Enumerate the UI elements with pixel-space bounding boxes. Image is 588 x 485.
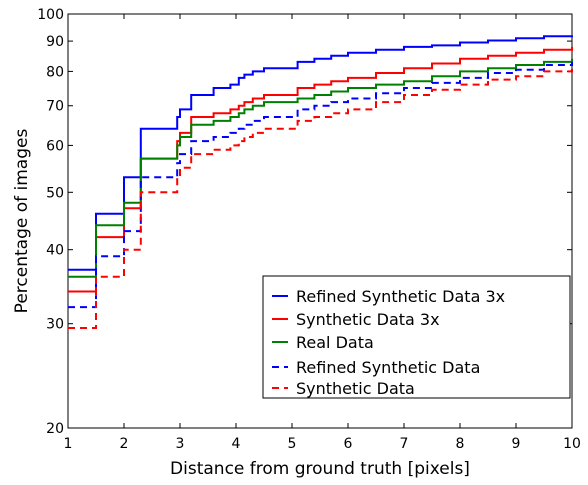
x-tick-label: 4 [232,436,241,452]
x-tick-label: 8 [456,436,465,452]
x-tick-label: 2 [120,436,129,452]
x-tick-label: 7 [400,436,409,452]
series-line-3 [68,61,573,309]
plot-area [67,13,573,429]
y-tick-label: 80 [46,64,64,80]
y-tick-label: 70 [46,99,64,115]
legend-label-0: Refined Synthetic Data 3x [296,287,505,306]
series-lines [68,35,573,329]
x-tick-label: 5 [288,436,297,452]
y-tick-label: 90 [46,34,64,50]
y-axis: 20 30 40 50 60 70 80 90 100 [37,7,572,437]
legend-label-2: Real Data [296,333,374,352]
x-axis-title: Distance from ground truth [pixels] [170,459,470,479]
y-tick-label: 60 [46,138,64,154]
legend-label-4: Synthetic Data [296,379,415,398]
series-line-1 [68,46,573,293]
legend-label-1: Synthetic Data 3x [296,310,440,329]
legend-box [262,275,571,399]
series-line-0 [68,35,573,271]
y-tick-label: 40 [46,243,64,259]
x-tick-label: 6 [344,436,353,452]
y-tick-label: 30 [46,317,64,333]
legend: Refined Synthetic Data 3x Synthetic Data … [262,275,571,399]
y-tick-label: 50 [46,185,64,201]
x-tick-label: 10 [563,436,581,452]
y-tick-label: 100 [37,7,64,23]
series-line-4 [68,68,573,329]
x-tick-label: 1 [64,436,73,452]
y-axis-title: Percentage of images [12,129,32,314]
series-line-2 [68,58,573,278]
x-tick-label: 3 [176,436,185,452]
y-tick-label: 20 [46,421,64,437]
legend-label-3: Refined Synthetic Data [296,358,480,377]
x-tick-label: 9 [512,436,521,452]
x-axis: 1 2 3 4 5 6 7 8 9 10 [64,14,581,452]
